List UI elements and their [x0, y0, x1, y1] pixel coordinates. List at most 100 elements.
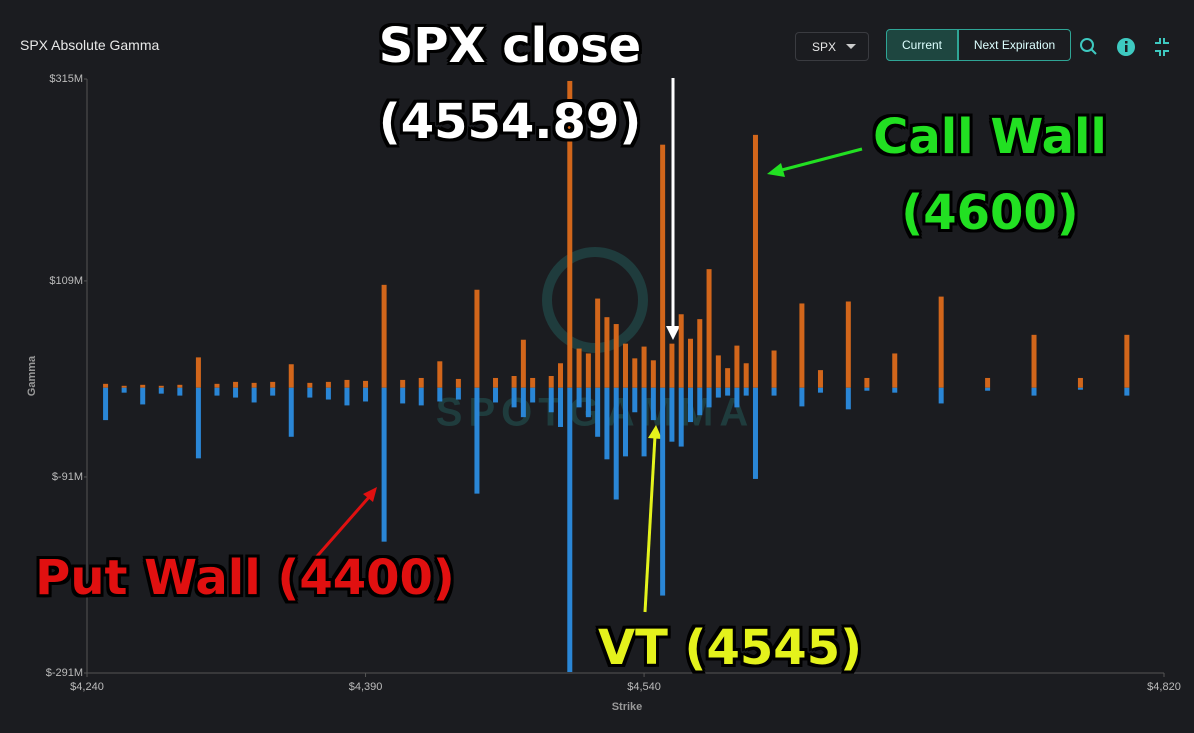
bar: [511, 387, 517, 408]
bar: [771, 387, 777, 396]
current-button[interactable]: Current: [886, 29, 958, 61]
bar: [725, 368, 731, 388]
bar: [437, 387, 443, 402]
y-axis-label: Gamma: [26, 355, 38, 396]
bar: [307, 382, 313, 388]
bar: [307, 387, 313, 398]
bar: [493, 377, 499, 388]
bar: [474, 289, 480, 388]
y-tick-label: $109M: [49, 275, 83, 287]
x-tick-label: $4,240: [70, 681, 104, 693]
bar: [493, 387, 499, 403]
bar: [706, 387, 712, 408]
bar: [418, 387, 424, 406]
annotation: SPX close (4554.89): [378, 18, 642, 150]
x-axis-label: Strike: [612, 701, 643, 713]
bar: [381, 387, 387, 542]
bar: [613, 324, 619, 388]
bar: [669, 343, 675, 388]
bar: [892, 353, 898, 388]
bar: [251, 382, 257, 388]
title: SPX Absolute Gamma: [20, 37, 160, 53]
bar: [604, 387, 610, 460]
bar: [864, 387, 870, 391]
bar: [548, 376, 554, 388]
bar: [799, 303, 805, 388]
bar: [455, 378, 461, 388]
bar: [817, 387, 823, 393]
bar: [548, 387, 554, 413]
y-tick-label: $315M: [49, 73, 83, 85]
bar: [520, 339, 526, 388]
bar: [641, 387, 647, 457]
bar: [660, 387, 666, 596]
bar: [520, 387, 526, 418]
bar: [623, 343, 628, 388]
bar: [1124, 387, 1130, 396]
bar: [103, 383, 109, 388]
bar: [140, 384, 146, 388]
bar: [706, 269, 712, 388]
bar: [158, 387, 164, 394]
bar: [558, 363, 564, 388]
bar: [697, 387, 703, 416]
bar: [1031, 334, 1037, 388]
bar: [530, 387, 536, 403]
bar: [121, 387, 127, 393]
bar: [938, 387, 944, 404]
info-icon[interactable]: [1117, 38, 1135, 56]
bar: [771, 350, 777, 388]
bar: [752, 387, 758, 479]
bar: [817, 370, 823, 388]
bar: [1077, 387, 1083, 390]
bar: [511, 376, 517, 388]
bar: [799, 387, 805, 407]
bar: [455, 387, 461, 400]
collapse-icon[interactable]: [1155, 38, 1169, 56]
bar: [641, 346, 647, 388]
bar: [288, 387, 294, 437]
bar: [576, 387, 582, 408]
bar: [697, 319, 703, 388]
bar: [613, 387, 619, 500]
bar: [734, 387, 740, 408]
bar: [474, 387, 480, 494]
bar: [418, 377, 424, 388]
bar: [195, 387, 201, 459]
bar: [270, 381, 276, 388]
bar: [650, 387, 656, 421]
bar: [121, 385, 127, 388]
dropdown[interactable]: SPX: [795, 32, 869, 61]
bar: [669, 387, 675, 442]
bar: [567, 387, 573, 673]
bar: [214, 387, 220, 396]
bar: [725, 387, 731, 396]
bar: [177, 384, 183, 388]
bar: [752, 134, 758, 388]
bar: [1031, 387, 1037, 396]
bar: [103, 387, 109, 421]
bar: [195, 357, 201, 388]
y-tick-label: $-91M: [52, 471, 83, 483]
bar: [381, 284, 387, 388]
bar: [660, 144, 666, 388]
bar: [233, 381, 239, 388]
watermark: SPOTGAMMA: [436, 391, 754, 435]
bar: [140, 387, 146, 405]
bar: [214, 383, 220, 388]
bar: [687, 387, 693, 423]
bar: [678, 387, 684, 447]
search-icon[interactable]: [1080, 38, 1097, 55]
bar: [985, 387, 991, 391]
bar: [344, 387, 350, 406]
bar: [632, 387, 638, 413]
bar: [344, 379, 350, 388]
bar: [864, 377, 870, 388]
next-expiration-button[interactable]: Next Expiration: [958, 29, 1071, 61]
bar: [1124, 334, 1130, 388]
bar: [325, 387, 331, 400]
bar: [288, 364, 294, 388]
bar: [715, 387, 721, 398]
bar: [892, 387, 898, 393]
